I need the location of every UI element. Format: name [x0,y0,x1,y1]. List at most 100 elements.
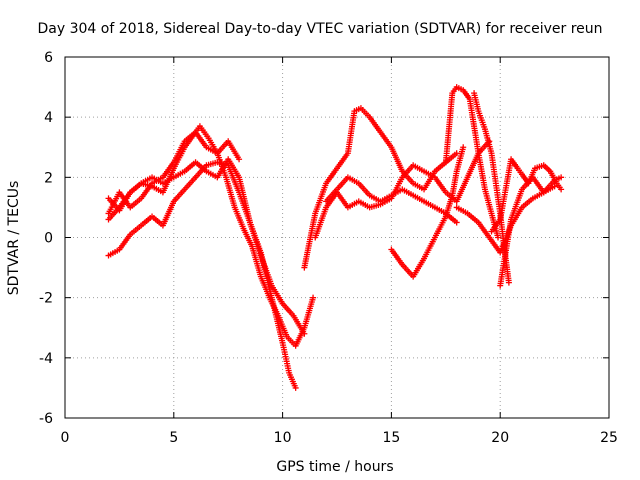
track-markers [335,191,350,209]
track-markers [129,196,143,209]
data-point [551,183,558,190]
track-markers [226,164,242,194]
track-markers [467,98,482,155]
track-markers [401,187,414,198]
track-markers [335,176,350,191]
track-markers [347,199,360,210]
track-markers [455,85,465,93]
track-markers [161,161,176,179]
data-point [236,156,243,163]
satellite-track-5 [301,105,460,271]
track-markers [449,170,460,197]
satellite-track-13 [497,174,565,289]
track-markers [534,163,545,171]
track-markers [324,188,339,203]
satellite-track-6 [312,138,493,241]
data-point [310,294,317,301]
track-markers [497,182,510,221]
track-markers [160,200,176,227]
track-markers [476,110,488,130]
track-markers [139,214,154,227]
satellite-track-4 [105,129,243,217]
track-markers [129,223,143,236]
track-markers [172,169,186,180]
track-markers [368,116,383,134]
track-markers [412,181,425,192]
track-markers [461,88,472,101]
track-markers [379,193,393,204]
track-markers [390,187,404,198]
axis-ticks: 0 5 10 15 20 25 -6 -4 -2 0 2 4 6 [39,50,618,446]
track-markers [183,130,197,143]
satellite-track-1 [105,123,317,349]
track-markers [249,245,264,278]
y-tick-label: -6 [39,411,53,427]
x-tick-label: 5 [169,430,178,446]
track-markers [359,106,371,119]
track-markers [140,175,153,186]
track-markers [433,215,448,239]
track-markers [542,163,552,173]
track-markers [412,163,425,174]
satellite-track-2 [105,156,299,391]
track-markers [198,125,211,140]
track-markers [466,211,480,224]
track-markers [504,158,514,185]
grid-lines [65,57,609,418]
track-markers [205,169,219,180]
track-markers [162,175,175,186]
x-tick-label: 15 [382,430,400,446]
track-markers [516,167,524,176]
track-markers [400,164,415,179]
x-tick-label: 0 [61,430,70,446]
track-markers [269,296,286,344]
track-markers [378,131,394,149]
satellite-track-12 [488,156,565,235]
track-markers [433,160,447,173]
y-tick-label: -2 [39,291,53,307]
track-markers [553,175,562,183]
track-markers [193,131,209,149]
track-markers [434,205,447,216]
track-markers [281,302,295,317]
track-markers [301,212,318,269]
track-markers [471,92,481,112]
y-axis-label: SDTVAR / TECUs [6,181,22,296]
data-point [460,144,467,151]
track-markers [313,182,329,215]
track-markers [454,146,466,173]
track-markers [509,158,520,170]
track-markers [258,254,274,287]
track-markers [151,184,164,195]
track-markers [411,257,426,278]
track-markers [489,224,498,233]
data-point [301,330,308,337]
track-markers [379,196,393,207]
track-markers [520,196,535,209]
track-markers [482,188,494,215]
track-markers [226,158,241,179]
track-markers [313,206,329,239]
satellite-track-9 [442,84,502,241]
track-markers [241,227,255,248]
track-markers [171,146,187,170]
track-markers [205,145,219,156]
track-markers [532,190,545,201]
track-markers [423,169,436,180]
track-markers [324,167,339,185]
track-markers [489,212,501,239]
track-markers [494,218,502,227]
track-markers [368,202,382,210]
x-tick-label: 25 [600,430,618,446]
track-markers [443,194,455,218]
track-markers [353,106,362,114]
track-markers [347,175,360,186]
track-markers [335,152,350,170]
y-tick-label: 6 [44,50,53,66]
track-markers [443,92,456,164]
track-markers [291,314,307,335]
track-markers [389,146,405,173]
track-markers [129,181,143,194]
track-markers [345,110,358,155]
